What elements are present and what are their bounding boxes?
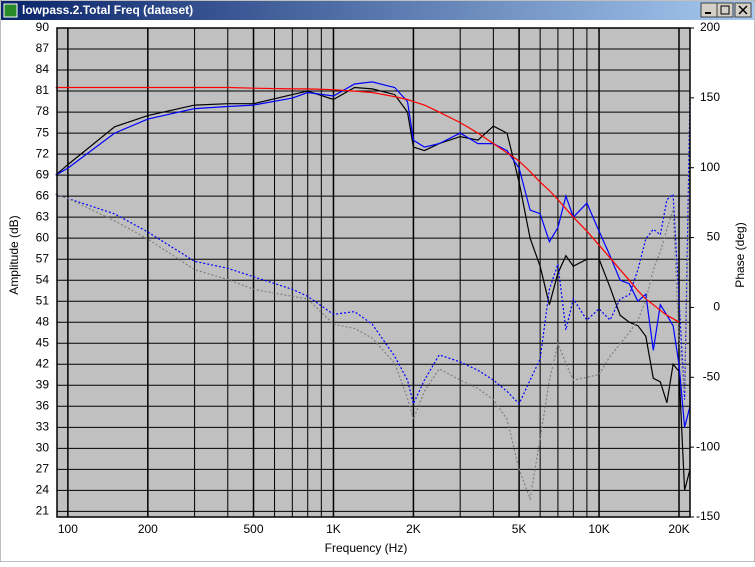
y-tick-label: 63 (36, 209, 50, 223)
y-tick-label: 45 (36, 335, 50, 349)
x-tick-label: 5K (512, 522, 527, 536)
x-tick-label: 100 (58, 522, 78, 536)
y-tick-label: 36 (36, 398, 50, 412)
window-title: lowpass.2.Total Freq (dataset) (22, 3, 193, 17)
plot-background (57, 28, 690, 517)
y-tick-label: 39 (36, 377, 50, 391)
y-tick-label: 51 (36, 293, 50, 307)
plot (55, 27, 691, 518)
y-tick-label: 24 (36, 483, 50, 497)
y-tick-label: 48 (36, 314, 50, 328)
x-axis-label: Frequency (Hz) (325, 541, 408, 555)
y-tick-label: 21 (36, 504, 50, 518)
y-tick-label: 27 (36, 462, 50, 476)
y-tick-label: 42 (36, 356, 50, 370)
title-bar-bg (1, 1, 754, 20)
series-line (55, 86, 680, 323)
y-tick-label: 60 (36, 230, 50, 244)
y2-tick-label: -50 (703, 369, 721, 383)
y2-tick-label: 50 (707, 230, 721, 244)
y-tick-label: 33 (36, 419, 50, 433)
window-icon (3, 3, 18, 18)
y-tick-label: 87 (36, 41, 50, 55)
y2-tick-label: 0 (713, 300, 720, 314)
y-tick-label: 69 (36, 167, 50, 181)
title-bar: lowpass.2.Total Freq (dataset) (1, 1, 754, 20)
maximize-button[interactable] (716, 2, 734, 18)
x-tick-label: 500 (244, 522, 264, 536)
y-tick-label: 54 (36, 272, 50, 286)
y-tick-label: 75 (36, 125, 50, 139)
x-tick-label: 1K (326, 522, 341, 536)
y2-tick-label: -100 (696, 439, 720, 453)
x-tick-label: 2K (406, 522, 421, 536)
close-glyph (738, 5, 748, 15)
y-tick-label: 81 (36, 83, 50, 97)
series-line (55, 149, 691, 502)
y-tick-label: 57 (36, 251, 50, 265)
y2-tick-label: 200 (700, 20, 720, 34)
y2-tick-label: 150 (700, 90, 720, 104)
series-line (55, 99, 691, 406)
y2-axis-label: Phase (deg) (733, 222, 747, 287)
y-axis-label: Amplitude (dB) (7, 215, 21, 294)
y-tick-label: 30 (36, 441, 50, 455)
y-tick-label: 84 (36, 62, 50, 76)
plot-frame (56, 27, 691, 518)
x-tick-label: 20K (668, 522, 689, 536)
x-tick-label: 200 (138, 522, 158, 536)
series-line (55, 81, 691, 428)
y-tick-label: 72 (36, 146, 50, 160)
y-tick-label: 78 (36, 104, 50, 118)
x-tick-label: 10K (588, 522, 609, 536)
minimize-button[interactable] (700, 2, 718, 18)
maximize-glyph (720, 5, 730, 15)
y2-tick-label: 100 (700, 160, 720, 174)
y-tick-label: 90 (36, 20, 50, 34)
y-tick-label: 66 (36, 188, 50, 202)
y2-tick-label: -150 (696, 509, 720, 523)
